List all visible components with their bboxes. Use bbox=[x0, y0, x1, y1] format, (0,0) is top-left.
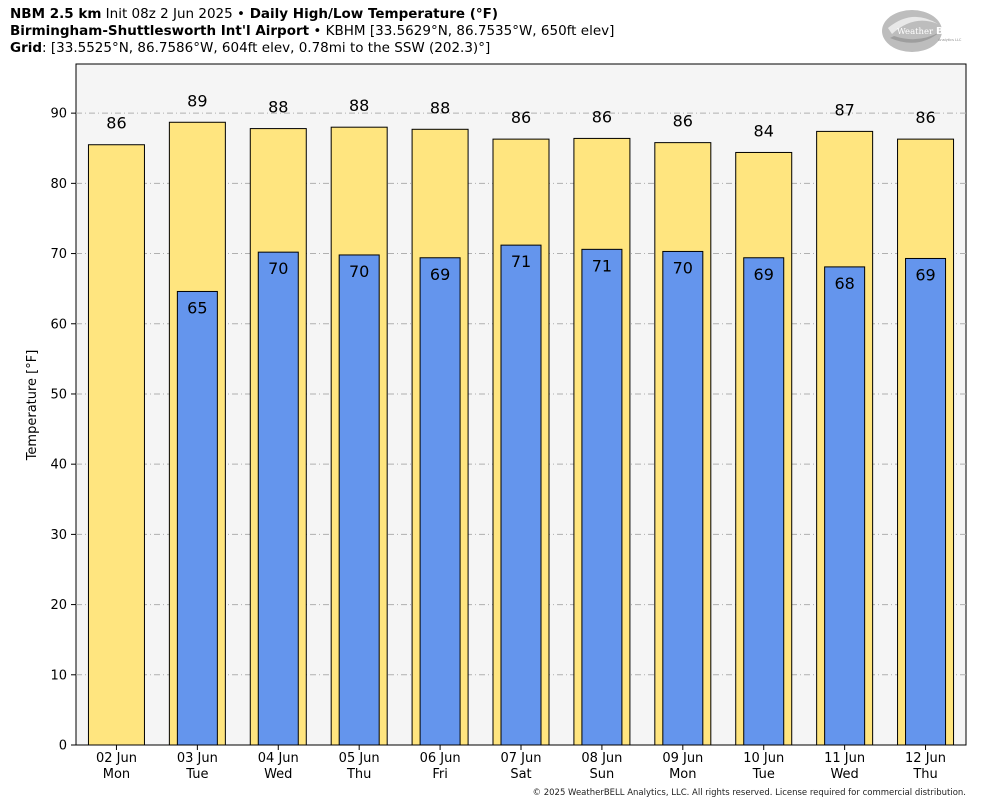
x-tick-label-date: 10 Jun bbox=[743, 751, 784, 766]
x-tick-label-date: 02 Jun bbox=[96, 751, 137, 766]
low-temp-label: 69 bbox=[430, 265, 450, 284]
low-temp-bar bbox=[905, 257, 947, 746]
low-temp-label: 69 bbox=[915, 265, 935, 284]
x-tick-label-date: 07 Jun bbox=[501, 751, 542, 766]
high-temp-label: 88 bbox=[349, 96, 369, 115]
x-tick-label-date: 06 Jun bbox=[420, 751, 461, 766]
high-temp-label: 86 bbox=[592, 107, 612, 126]
header-line-1: NBM 2.5 km Init 08z 2 Jun 2025 • Daily H… bbox=[10, 6, 614, 23]
x-tick-label-day: Sat bbox=[510, 767, 531, 782]
separator: • bbox=[309, 23, 326, 39]
low-temp-label: 65 bbox=[187, 298, 207, 317]
header-line-2: Birmingham-Shuttlesworth Int'l Airport •… bbox=[10, 23, 614, 40]
x-tick-label-date: 09 Jun bbox=[662, 751, 703, 766]
logo-text-weather: Weather bbox=[897, 27, 934, 37]
y-tick-label: 10 bbox=[50, 668, 67, 683]
y-tick-label: 30 bbox=[50, 528, 67, 543]
low-temp-bar bbox=[338, 254, 380, 746]
y-axis: 0 10 20 30 40 50 60 70 80 90 bbox=[50, 107, 76, 754]
low-temp-bar bbox=[743, 257, 785, 746]
y-tick-label: 40 bbox=[50, 458, 67, 473]
x-tick-label-date: 04 Jun bbox=[258, 751, 299, 766]
low-temp-label: 71 bbox=[592, 256, 612, 275]
x-tick-label-day: Wed bbox=[264, 767, 292, 782]
y-tick-label: 90 bbox=[50, 107, 67, 122]
station-info: KBHM [33.5629°N, 86.7535°W, 650ft elev] bbox=[325, 23, 615, 39]
copyright-notice: © 2025 WeatherBELL Analytics, LLC. All r… bbox=[532, 788, 966, 798]
low-temp-label: 69 bbox=[754, 265, 774, 284]
low-temp-bar bbox=[662, 250, 704, 746]
y-axis-title: Temperature [°F] bbox=[25, 350, 40, 462]
y-tick-label: 50 bbox=[50, 387, 67, 402]
x-tick-label-date: 12 Jun bbox=[905, 751, 946, 766]
y-tick-label: 70 bbox=[50, 247, 67, 262]
low-temp-bar bbox=[581, 248, 623, 746]
logo-subtext: Analytics LLC bbox=[938, 38, 962, 42]
low-temp-label: 71 bbox=[511, 252, 531, 271]
high-temp-label: 86 bbox=[511, 108, 531, 127]
y-tick-label: 0 bbox=[59, 739, 67, 754]
separator: • bbox=[237, 6, 245, 22]
x-tick-label-date: 05 Jun bbox=[339, 751, 380, 766]
x-tick-label-day: Mon bbox=[103, 767, 130, 782]
x-tick-label-date: 08 Jun bbox=[581, 751, 622, 766]
y-tick-label: 80 bbox=[50, 177, 67, 192]
x-tick-label-day: Fri bbox=[432, 767, 448, 782]
low-temp-label: 70 bbox=[268, 259, 288, 278]
x-tick-label-day: Thu bbox=[912, 767, 937, 782]
low-temp-bar bbox=[500, 244, 542, 746]
high-temp-label: 89 bbox=[187, 91, 207, 110]
grid-label: Grid bbox=[10, 40, 43, 56]
chart-header: NBM 2.5 km Init 08z 2 Jun 2025 • Daily H… bbox=[10, 6, 614, 57]
low-temp-label: 68 bbox=[834, 274, 854, 293]
chart-title: Daily High/Low Temperature (°F) bbox=[245, 6, 499, 22]
high-temp-label: 86 bbox=[106, 114, 126, 133]
x-tick-label-day: Tue bbox=[752, 767, 775, 782]
x-tick-label-date: 11 Jun bbox=[824, 751, 865, 766]
x-tick-label-date: 03 Jun bbox=[177, 751, 218, 766]
low-temp-bar bbox=[176, 290, 218, 746]
model-name: NBM 2.5 km bbox=[10, 6, 102, 22]
y-tick-label: 20 bbox=[50, 598, 67, 613]
header-line-3: Grid: [33.5525°N, 86.7586°W, 604ft elev,… bbox=[10, 40, 614, 57]
x-tick-label-day: Sun bbox=[590, 767, 615, 782]
weatherbell-logo: Weather BELL Analytics LLC bbox=[882, 10, 964, 52]
low-temp-label: 70 bbox=[673, 258, 693, 277]
x-tick-label-day: Thu bbox=[346, 767, 371, 782]
station-name: Birmingham-Shuttlesworth Int'l Airport bbox=[10, 23, 310, 39]
low-temp-label: 70 bbox=[349, 262, 369, 281]
high-temp-label: 86 bbox=[673, 112, 693, 131]
x-tick-label-day: Wed bbox=[830, 767, 858, 782]
x-tick-label-day: Mon bbox=[669, 767, 696, 782]
high-temp-label: 88 bbox=[430, 98, 450, 117]
low-temp-bar bbox=[419, 257, 461, 746]
init-time: Init 08z 2 Jun 2025 bbox=[101, 6, 238, 22]
low-temp-bar bbox=[257, 251, 299, 746]
high-temp-label: 88 bbox=[268, 98, 288, 117]
high-temp-label: 86 bbox=[915, 108, 935, 127]
high-temp-label: 84 bbox=[754, 121, 774, 140]
logo-text-bell: BELL bbox=[936, 26, 964, 37]
bars-group: 86 89 65 88 70 88 70 88 69 86 71 86 71 86 70 84 69 87 68 86… bbox=[87, 91, 955, 746]
y-tick-label: 60 bbox=[50, 317, 67, 332]
high-temp-label: 87 bbox=[834, 100, 854, 119]
x-tick-label-day: Tue bbox=[185, 767, 208, 782]
high-temp-bar bbox=[87, 144, 145, 746]
low-temp-bar bbox=[824, 266, 866, 746]
grid-info: : [33.5525°N, 86.7586°W, 604ft elev, 0.7… bbox=[42, 40, 491, 56]
